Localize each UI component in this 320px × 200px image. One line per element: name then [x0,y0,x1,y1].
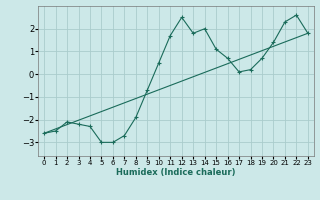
X-axis label: Humidex (Indice chaleur): Humidex (Indice chaleur) [116,168,236,177]
